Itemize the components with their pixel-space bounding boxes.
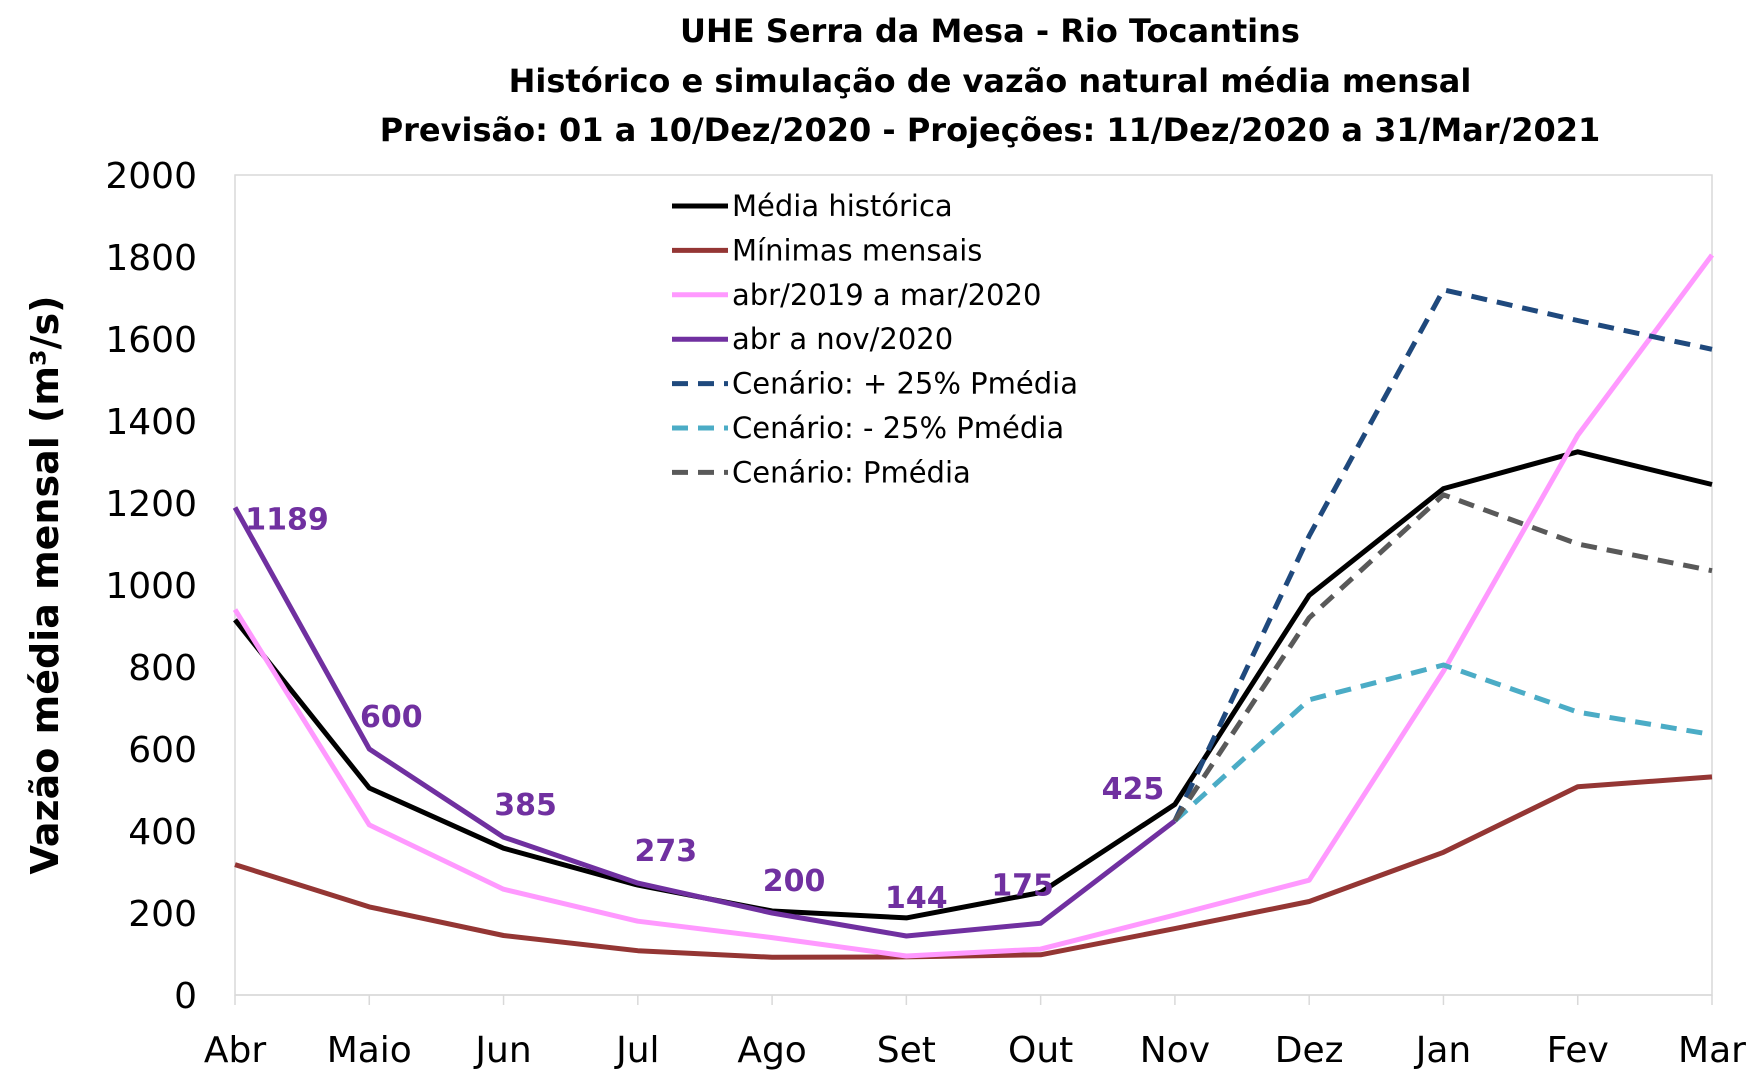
y-tick-label: 600 <box>128 730 197 771</box>
data-label: 175 <box>991 868 1054 903</box>
y-tick-label: 200 <box>128 894 197 935</box>
series-line-1 <box>234 774 1713 960</box>
x-tick-label: Nov <box>1140 1030 1210 1071</box>
legend-entry: Mínimas mensais <box>732 233 982 267</box>
title-line-1: UHE Serra da Mesa - Rio Tocantins <box>680 12 1300 50</box>
data-label: 600 <box>360 700 423 735</box>
x-tick-label: Ago <box>737 1030 807 1071</box>
data-label: 1189 <box>245 503 329 538</box>
y-tick-label: 1400 <box>105 402 197 443</box>
x-tick-label: Jul <box>614 1030 659 1071</box>
x-tick-label: Abr <box>204 1030 266 1071</box>
x-tick-label: Dez <box>1275 1030 1344 1071</box>
series-line-6 <box>1172 492 1713 823</box>
y-axis-label: Vazão média mensal (m³/s) <box>23 296 67 875</box>
x-tick-label: Fev <box>1547 1030 1609 1071</box>
data-label: 200 <box>763 864 826 899</box>
x-tick-label: Maio <box>327 1030 412 1071</box>
y-tick-label: 400 <box>128 812 197 853</box>
data-label: 385 <box>494 788 557 823</box>
legend-entry: Cenário: - 25% Pmédia <box>732 411 1064 445</box>
series-line-2 <box>232 253 1715 959</box>
y-tick-label: 0 <box>174 976 197 1017</box>
chart-title: UHE Serra da Mesa - Rio Tocantins Histór… <box>380 12 1601 149</box>
legend-entry: Cenário: Pmédia <box>732 455 971 489</box>
y-tick-label: 1200 <box>105 484 197 525</box>
y-tick-label: 1000 <box>105 566 197 607</box>
legend-entry: Cenário: + 25% Pmédia <box>732 367 1078 401</box>
legend-entry: abr/2019 a mar/2020 <box>732 278 1041 312</box>
y-tick-label: 1800 <box>105 238 197 279</box>
title-line-3: Previsão: 01 a 10/Dez/2020 - Projeções: … <box>380 111 1601 149</box>
data-label: 144 <box>885 881 948 916</box>
legend-entry: Média histórica <box>732 189 953 223</box>
series-line-0 <box>233 449 1713 921</box>
series-line-4 <box>1172 287 1713 822</box>
x-tick-label: Jan <box>1414 1030 1472 1071</box>
y-tick-label: 1600 <box>105 320 197 361</box>
legend-entry: abr a nov/2020 <box>732 322 953 356</box>
data-label: 273 <box>635 834 698 869</box>
y-tick-label: 800 <box>128 648 197 689</box>
x-tick-label: Out <box>1008 1030 1073 1071</box>
x-tick-label: Mar <box>1678 1030 1746 1071</box>
y-tick-label: 2000 <box>105 156 197 197</box>
series-line-3 <box>232 506 1177 939</box>
x-tick-label: Jun <box>473 1030 531 1071</box>
series-line-5 <box>1173 662 1713 823</box>
title-line-2: Histórico e simulação de vazão natural m… <box>509 62 1472 100</box>
data-label: 425 <box>1102 772 1165 807</box>
x-tick-label: Set <box>877 1030 936 1071</box>
